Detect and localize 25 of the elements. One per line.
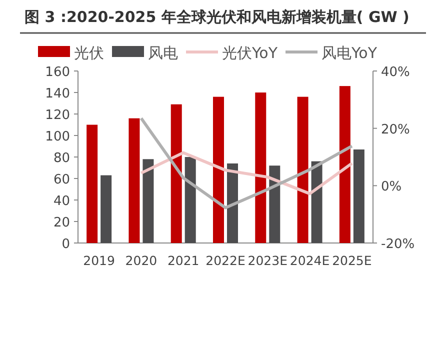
x-tick-label: 2023E: [248, 253, 288, 268]
x-tick-label: 2025E: [332, 253, 372, 268]
y-tick-label: 20: [53, 216, 70, 230]
y-tick-label: 160: [45, 65, 70, 80]
y-tick-label: 100: [45, 130, 70, 144]
legend-label: 光伏YoY: [222, 44, 278, 62]
y2-tick-label: -20%: [381, 237, 415, 252]
x-tick-label: 2019: [83, 253, 116, 268]
legend-label: 风电YoY: [322, 44, 378, 62]
y-tick-label: 60: [53, 172, 70, 188]
legend-label: 风电: [148, 44, 178, 62]
y2-tick-label: 20%: [381, 122, 410, 138]
x-tick-label: 2020: [125, 253, 158, 268]
x-tick-label: 2024E: [290, 253, 330, 268]
y-tick-label: 40: [53, 194, 70, 209]
y2-tick-label: 0%: [381, 180, 402, 195]
x-tick-label: 2022E: [206, 253, 246, 268]
y-tick-label: 80: [53, 151, 70, 166]
chart-title: 图 3 :2020-2025 年全球光伏和风电新增装机量( GW ): [24, 8, 410, 26]
legend-label: 光伏: [74, 44, 104, 62]
x-tick-label: 2021: [167, 253, 200, 268]
y2-tick-label: 40%: [381, 65, 410, 80]
y-tick-label: 120: [45, 108, 70, 123]
y-tick-label: 0: [62, 237, 70, 252]
y-tick-label: 140: [45, 86, 70, 102]
